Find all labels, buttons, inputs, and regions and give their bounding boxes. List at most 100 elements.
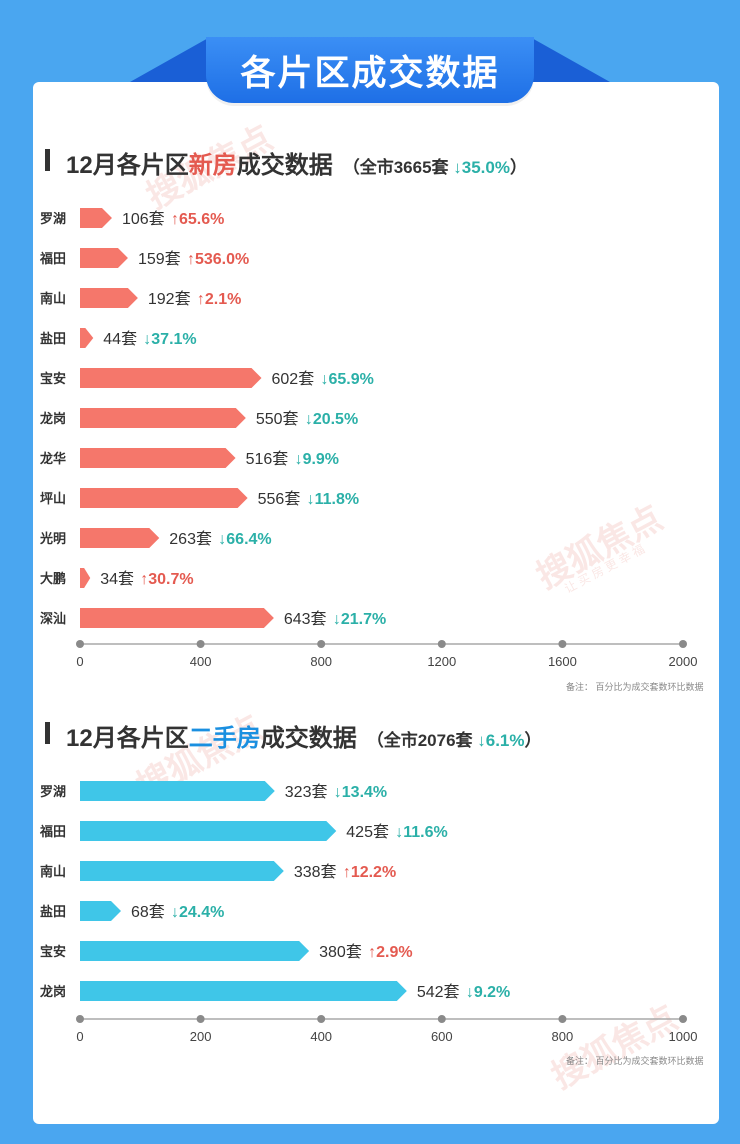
category-label: 南山 [40,291,66,306]
category-label: 龙华 [40,451,66,466]
category-label: 坪山 [40,491,66,506]
category-label: 罗湖 [40,784,66,799]
value-label: 542套 [417,983,460,1001]
x-axis-tick-label: 1200 [427,654,456,669]
title-suffix: 成交数据 [236,152,333,179]
change-label: ↑536.0% [187,251,249,268]
title-prefix: 12月各片区 [66,725,189,752]
bar [80,901,122,921]
value-label: 516套 [246,450,289,468]
title-highlight: 二手房 [188,725,261,752]
x-axis-tick-dot [76,1015,84,1023]
new-house-section-title: 12月各片区 新房 成交数据 （全市3665套 ↓35.0%） [45,145,527,179]
banner-left-wing [130,37,210,82]
bar [80,941,310,961]
x-axis-tick-dot [679,640,687,648]
x-axis-tick-label: 0 [76,654,83,669]
category-label: 深汕 [40,611,66,626]
title-highlight: 新房 [188,152,237,179]
change-label: ↑12.2% [343,864,396,881]
x-axis-tick-label: 1000 [669,1029,698,1044]
category-label: 宝安 [40,371,66,386]
x-axis-tick-dot [76,640,84,648]
x-axis-tick-dot [558,1015,567,1023]
bar [80,781,275,801]
category-label: 宝安 [40,944,66,959]
change-label: ↓66.4% [218,531,271,548]
value-label: 68套 [131,903,165,921]
category-label: 罗湖 [40,211,66,226]
value-label: 556套 [258,490,301,508]
city-total: （全市2076套 ↓6.1%） [366,731,542,750]
bar [80,368,262,388]
x-axis-tick-label: 400 [190,654,212,669]
page-title: 各片区成交数据 [240,53,500,93]
bar [80,248,128,268]
category-label: 龙岗 [40,411,66,426]
change-label: ↑2.9% [368,944,412,961]
second-hand-section-title: 12月各片区 二手房 成交数据 （全市2076套 ↓6.1%） [45,718,542,752]
bar [80,981,407,1001]
value-label: 602套 [272,370,315,388]
x-axis-tick-label: 800 [310,654,332,669]
bar [80,861,284,881]
x-axis-tick-label: 600 [431,1029,453,1044]
x-axis-tick-dot [317,640,326,648]
title-suffix: 成交数据 [260,725,357,752]
change-label: ↓9.2% [466,984,510,1001]
bar [80,608,274,628]
category-label: 南山 [40,864,66,879]
change-label: ↓9.9% [295,451,339,468]
x-axis-tick-dot [317,1015,326,1023]
title-marker [45,149,50,171]
value-label: 323套 [285,783,328,801]
x-axis-tick-dot [437,1015,446,1023]
page-title-banner: 各片区成交数据 [206,37,534,103]
x-axis-tick-label: 400 [310,1029,332,1044]
change-label: ↓13.4% [334,784,387,801]
title-marker [45,722,50,744]
value-label: 159套 [138,250,181,268]
change-label: ↓65.9% [321,371,374,388]
value-label: 106套 [122,210,165,228]
value-label: 380套 [319,943,362,961]
change-label: ↑65.6% [171,211,224,228]
value-label: 34套 [100,570,134,588]
bar [80,208,112,228]
banner-right-wing [530,37,610,82]
category-label: 光明 [39,531,66,546]
category-label: 龙岗 [40,984,66,999]
bar [80,448,236,468]
bar [80,488,248,508]
x-axis-tick-dot [679,1015,687,1023]
bar [80,328,94,348]
x-axis-tick-label: 800 [552,1029,574,1044]
value-label: 338套 [294,863,337,881]
x-axis-tick-label: 0 [76,1029,83,1044]
category-label: 大鹏 [40,571,66,586]
category-label: 福田 [39,251,66,266]
value-label: 44套 [103,330,137,348]
change-label: ↑30.7% [140,571,193,588]
new-house-note: 备注： 百分比为成交套数环比数据 [566,682,704,692]
change-label: ↓11.6% [395,824,447,841]
x-axis-tick-dot [196,1015,205,1023]
x-axis-tick-dot [196,640,205,648]
bar [80,408,246,428]
bar [80,821,337,841]
x-axis-tick-label: 2000 [669,654,698,669]
title-prefix: 12月各片区 [66,152,189,179]
value-label: 263套 [169,530,212,548]
bar [80,568,91,588]
x-axis-tick-dot [558,640,567,648]
value-label: 550套 [256,410,299,428]
change-label: ↓21.7% [333,611,386,628]
x-axis-tick-label: 200 [190,1029,212,1044]
value-label: 425套 [346,823,389,841]
change-label: ↓24.4% [171,904,224,921]
value-label: 192套 [148,290,191,308]
bar [80,288,138,308]
category-label: 盐田 [40,904,66,919]
change-label: ↓20.5% [305,411,358,428]
